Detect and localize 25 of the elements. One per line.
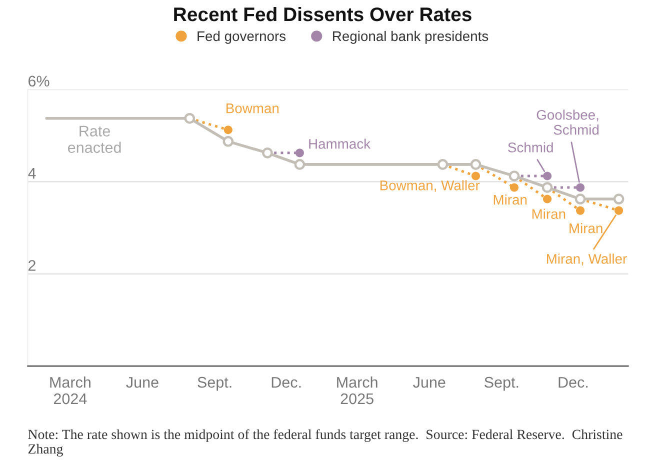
x-tick-label: March 2024 [50, 376, 90, 404]
annotation: Schmid [508, 142, 553, 152]
x-tick-label: Sept. [198, 376, 232, 391]
annotation: Miran, Waller [546, 254, 627, 266]
annotation: Goolsbee, Schmid [536, 110, 599, 135]
text: Note: The rate shown is the midpoint of the federal funds target range. Source: Federal Reserve. Christine Zhang [28, 429, 622, 457]
legend-label: Regional bank presidents [333, 30, 488, 44]
x-tick-label: March 2025 [337, 376, 378, 404]
series-label: Rate enacted [68, 126, 121, 153]
y-tick-label: 2 [28, 260, 36, 271]
x-tick-label: June [413, 377, 446, 388]
y-tick-label: 4 [28, 168, 36, 179]
x-tick-label: June [126, 377, 158, 388]
chart-title: Recent Fed Dissents Over Rates [174, 6, 472, 22]
legend-label: Fed governors [198, 30, 286, 44]
annotation: Bowman, Waller [380, 180, 480, 192]
x-tick-label: Dec. [558, 377, 588, 388]
annotation: Bowman [226, 104, 279, 114]
annotation: Miran [532, 208, 566, 219]
annotation: Miran [494, 194, 527, 205]
y-tick-label: 6% [28, 76, 50, 87]
x-tick-label: Dec. [272, 377, 301, 388]
annotation: Miran [570, 223, 602, 234]
annotation: Hammack [309, 138, 371, 149]
x-tick-label: Sept. [484, 376, 518, 391]
